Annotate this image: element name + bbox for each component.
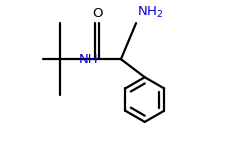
Text: NH$_2$: NH$_2$ (136, 4, 162, 20)
Text: O: O (92, 6, 102, 20)
Text: NH: NH (78, 53, 98, 66)
